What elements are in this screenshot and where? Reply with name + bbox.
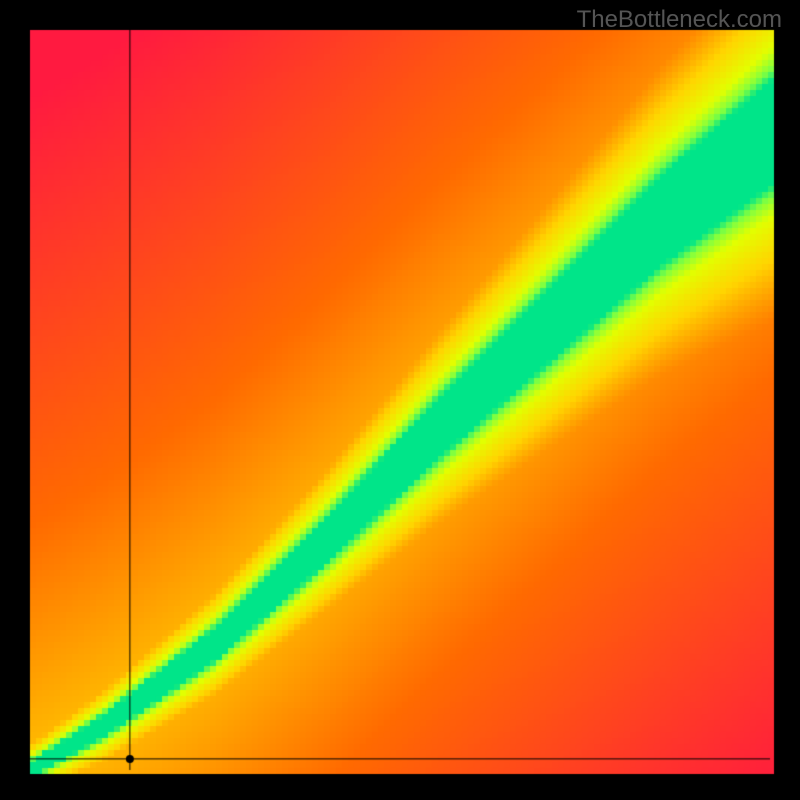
watermark-text: TheBottleneck.com [577,6,782,34]
chart-container: TheBottleneck.com [0,0,800,800]
heatmap-canvas [0,0,800,800]
